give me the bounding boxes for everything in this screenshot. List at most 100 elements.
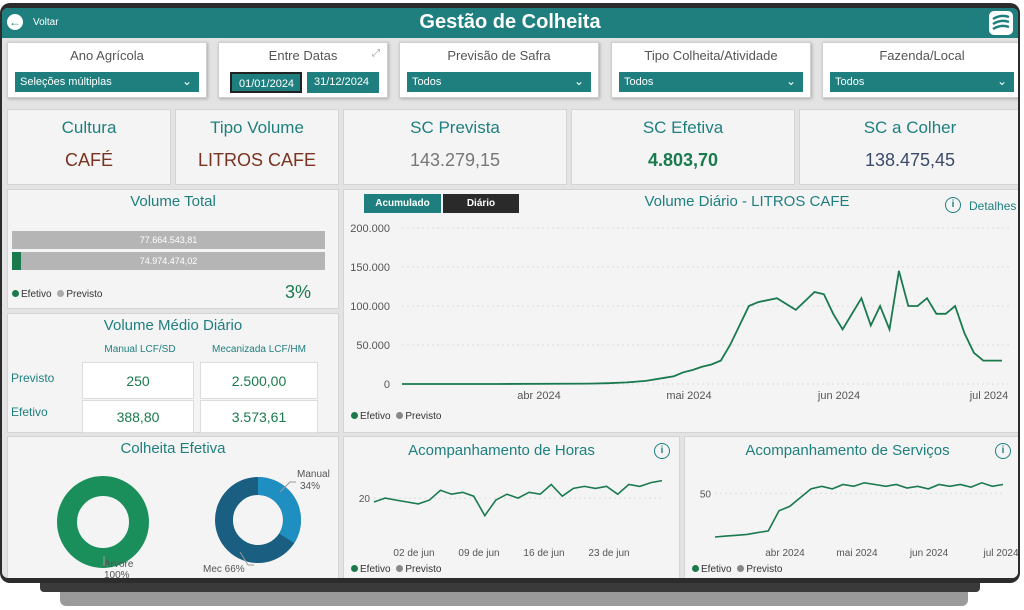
- efetivo-bar-fill: [12, 252, 22, 270]
- row-header-previsto: Previsto: [11, 371, 55, 385]
- chevron-down-icon: ⌄: [181, 74, 192, 88]
- dropdown-value: Todos: [412, 76, 442, 88]
- horas-chart: 20 02 de jun 09 de jun 16 de jun 23 de jun: [359, 479, 663, 559]
- efetivo-dot-icon: [351, 412, 358, 419]
- y-tick-label: 50: [700, 489, 712, 500]
- ano-agricola-dropdown[interactable]: Seleções múltiplas ⌄: [15, 72, 199, 92]
- dropdown-value: Todos: [835, 76, 865, 88]
- colheita-donuts: [57, 476, 301, 568]
- y-tick-label: 0: [384, 379, 390, 391]
- volume-diario-panel: Volume Diário - LITROS CAFE i Detalhes 0…: [343, 189, 1018, 433]
- mec-label: Mec 66%: [203, 564, 245, 575]
- tab-acumulado[interactable]: Acumulado: [364, 194, 441, 213]
- monitor-base: [40, 580, 980, 592]
- legend-efetivo: Efetivo: [21, 289, 52, 300]
- legend-efetivo: Efetivo: [360, 564, 391, 575]
- filter-ano-agricola: Ano Agrícola Seleções múltiplas ⌄: [7, 42, 207, 98]
- col-header-mecanizada: Mecanizada LCF/HM: [212, 344, 306, 355]
- logo-icon: [989, 11, 1013, 35]
- manual-label: Manual: [297, 469, 330, 480]
- info-icon[interactable]: i: [945, 197, 961, 213]
- filter-label: Fazenda/Local: [879, 48, 965, 63]
- x-tick-label: 16 de jun: [523, 548, 564, 559]
- filter-label: Ano Agrícola: [70, 48, 144, 63]
- x-tick-label: 23 de jun: [588, 548, 629, 559]
- filter-tipo-colheita: Tipo Colheita/Atividade Todos ⌄: [611, 42, 811, 98]
- start-date-input[interactable]: 01/01/2024: [230, 72, 302, 93]
- monitor-frame: ← Voltar Gestão de Colheita Ano Agrícola…: [0, 3, 1020, 583]
- chevron-down-icon: ⌄: [785, 74, 796, 88]
- servicos-panel: Acompanhamento de Serviços i 50 abr 2024 m…: [684, 436, 1018, 578]
- chevron-down-icon: ⌄: [996, 74, 1007, 88]
- details-link[interactable]: Detalhes: [969, 199, 1017, 213]
- previsto-dot-icon: [737, 565, 745, 572]
- arvore-donut-slice: [57, 476, 149, 568]
- kpi-cultura: Cultura CAFÉ: [7, 109, 171, 185]
- chevron-down-icon: ⌄: [573, 74, 584, 88]
- legend: Efetivo Previsto: [351, 411, 441, 422]
- x-tick-label: 02 de jun: [393, 548, 434, 559]
- efetivo-mecanizada-value: 3.573,61: [200, 400, 318, 433]
- y-tick-label: 150.000: [350, 262, 390, 274]
- y-tick-label: 20: [359, 494, 371, 505]
- y-tick-label: 50.000: [356, 340, 390, 352]
- tipo-colheita-dropdown[interactable]: Todos ⌄: [619, 72, 803, 92]
- legend-efetivo: Efetivo: [360, 411, 391, 422]
- manual-pct: 34%: [300, 481, 321, 492]
- x-tick-label: abr 2024: [765, 548, 805, 559]
- kpi-sc-efetiva: SC Efetiva 4.803,70: [571, 109, 795, 185]
- panel-title: Volume Diário - LITROS CAFE: [644, 193, 850, 210]
- horas-panel: Acompanhamento de Horas i 20 02 de jun 09 …: [343, 436, 680, 578]
- previsao-safra-dropdown[interactable]: Todos ⌄: [407, 72, 591, 92]
- back-label[interactable]: Voltar: [33, 17, 59, 28]
- x-tick-label: jun 2024: [909, 548, 949, 559]
- tab-diario[interactable]: Diário: [443, 194, 519, 213]
- legend-previsto: Previsto: [746, 564, 783, 575]
- efetivo-bar: 74.974.474,02: [12, 252, 325, 270]
- row-header-efetivo: Efetivo: [11, 405, 48, 419]
- kpi-label: SC Efetiva: [642, 118, 724, 137]
- filter-previsao-safra: Previsão de Safra Todos ⌄: [399, 42, 599, 98]
- x-tick-label: mai 2024: [836, 548, 878, 559]
- expand-icon[interactable]: ⤢: [372, 48, 380, 59]
- panel-title: Acompanhamento de Serviços: [745, 442, 950, 459]
- servicos-chart: 50 abr 2024 mai 2024 jun 2024 jul 2024: [700, 481, 1018, 559]
- previsto-dot-icon: [57, 290, 65, 297]
- dashboard-screen: ← Voltar Gestão de Colheita Ano Agrícola…: [2, 8, 1018, 578]
- mec-leader-line: [239, 551, 254, 566]
- fazenda-local-dropdown[interactable]: Todos ⌄: [830, 72, 1014, 92]
- arvore-leader-line: [103, 556, 108, 566]
- previsto-bar: 77.664.543,81: [12, 231, 325, 249]
- arvore-label: Árvore: [104, 559, 134, 570]
- info-icon[interactable]: i: [995, 443, 1011, 459]
- efetivo-series-line: [402, 270, 1002, 385]
- top-bar: ← Voltar Gestão de Colheita: [2, 8, 1018, 38]
- manual-leader-line: [279, 481, 296, 493]
- y-tick-label: 200.000: [350, 223, 390, 235]
- filter-label: Previsão de Safra: [447, 48, 551, 63]
- x-tick-label: mai 2024: [666, 390, 711, 402]
- end-date-input[interactable]: 31/12/2024: [307, 72, 379, 93]
- panel-title: Volume Médio Diário: [103, 317, 243, 334]
- filter-label: Entre Datas: [268, 48, 338, 63]
- kpi-label: Tipo Volume: [210, 118, 304, 137]
- volume-total-panel: Volume Total 77.664.543,81 74.974.474,02…: [7, 189, 339, 309]
- panel-title: Colheita Efetiva: [120, 440, 226, 457]
- efetivo-manual-value: 388,80: [82, 400, 194, 433]
- y-tick-label: 100.000: [350, 301, 390, 313]
- volume-medio-panel: Volume Médio Diário Manual LCF/SD Mecani…: [7, 313, 339, 433]
- page-title: Gestão de Colheita: [419, 11, 601, 33]
- manual-donut-slice: [215, 477, 301, 563]
- previsto-mecanizada-value: 2.500,00: [200, 362, 318, 399]
- legend: Efetivo Previsto: [12, 289, 102, 300]
- back-arrow-icon[interactable]: ←: [7, 14, 23, 30]
- colheita-efetiva-panel: Colheita Efetiva Árvore 100% Manual 34% …: [7, 436, 339, 578]
- col-header-manual: Manual LCF/SD: [104, 344, 176, 355]
- efetivo-dot-icon: [12, 290, 19, 297]
- kpi-value: 4.803,70: [647, 150, 719, 170]
- info-icon[interactable]: i: [654, 443, 670, 459]
- efetivo-dot-icon: [351, 565, 358, 572]
- kpi-label: SC a Colher: [863, 118, 957, 137]
- kpi-sc-colher: SC a Colher 138.475,45: [799, 109, 1018, 185]
- percent-value: 3%: [284, 282, 311, 302]
